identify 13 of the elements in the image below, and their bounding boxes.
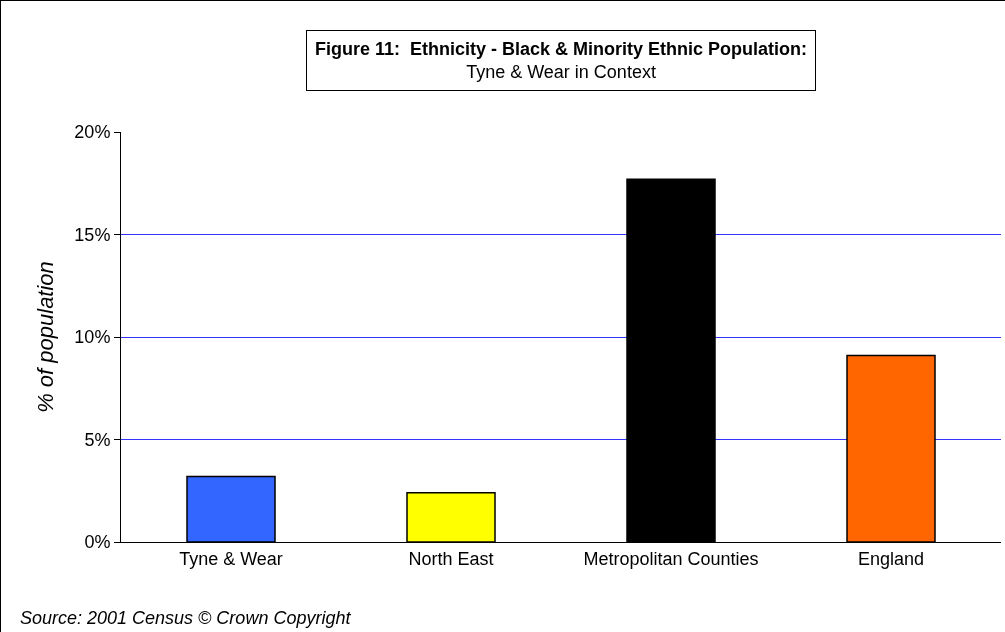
x-tick-label: Tyne & Wear: [179, 548, 283, 569]
y-tick-label: 10%: [74, 327, 111, 348]
y-tick-label: 20%: [74, 122, 111, 143]
chart-subtitle: Tyne & Wear in Context: [466, 62, 656, 83]
chart-title: Figure 11: Ethnicity - Black & Minority Ethnic Population:: [315, 39, 808, 59]
source-note: Source: 2001 Census © Crown Copyright: [20, 608, 352, 628]
y-axis-title: % of population: [33, 261, 59, 413]
x-tick-label: England: [857, 548, 925, 569]
x-tick-label: Metropolitan Counties: [583, 548, 759, 569]
y-tick-label: 5%: [84, 429, 111, 450]
x-tick-label: North East: [408, 548, 494, 569]
y-tick-label: 15%: [74, 224, 111, 245]
y-tick-label: 0%: [84, 532, 111, 553]
